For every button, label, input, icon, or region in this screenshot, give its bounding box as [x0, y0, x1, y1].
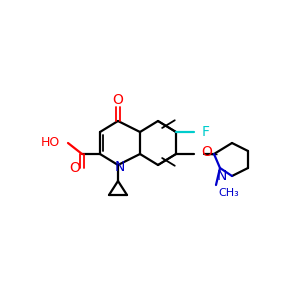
Text: N: N [217, 169, 227, 183]
Text: F: F [202, 125, 210, 139]
Text: CH₃: CH₃ [218, 188, 239, 198]
Text: O: O [112, 93, 123, 107]
Text: O: O [201, 145, 212, 159]
Text: N: N [115, 160, 125, 174]
Text: O: O [70, 161, 80, 175]
Text: HO: HO [41, 136, 60, 149]
